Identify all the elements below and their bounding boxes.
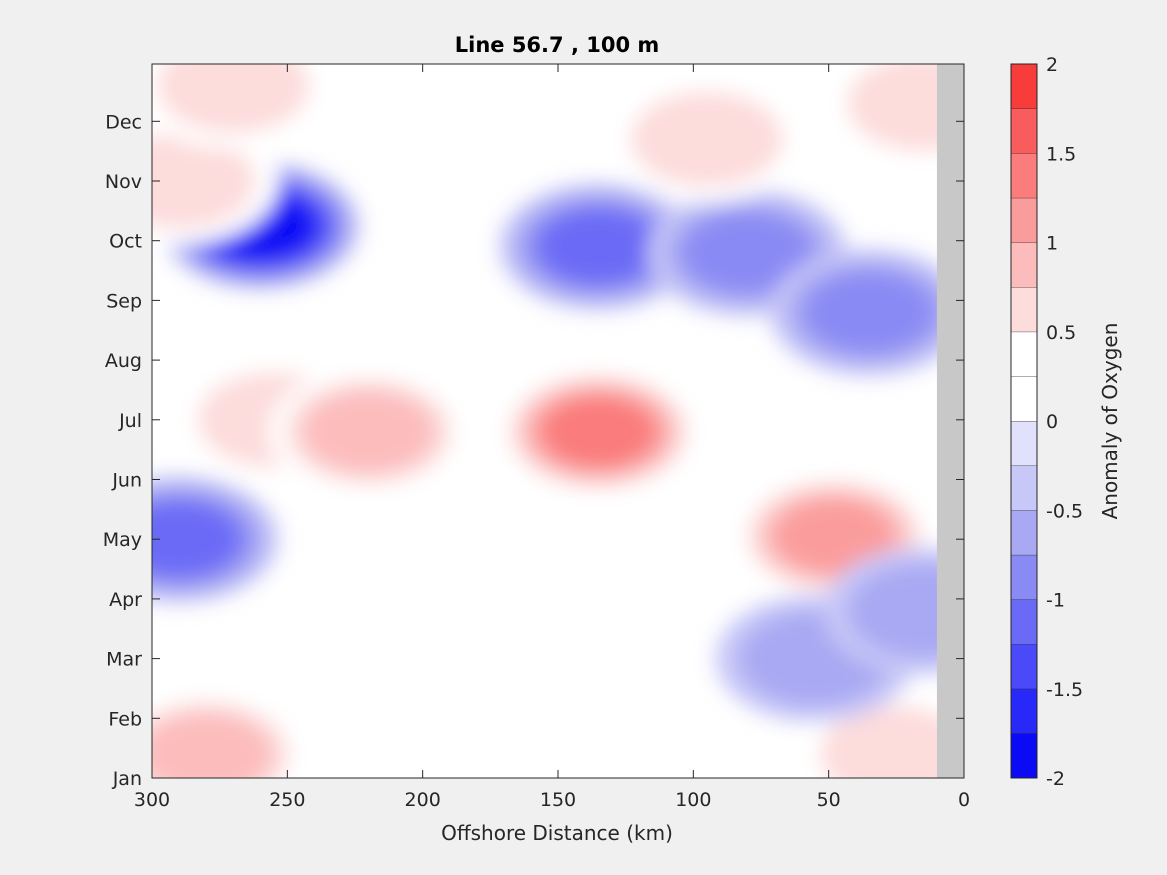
colorbar-swatch — [1011, 376, 1037, 421]
colorbar-tick-label: 2 — [1046, 54, 1058, 76]
colorbar-swatch — [1011, 331, 1037, 377]
colorbar-tick-label: 1.5 — [1046, 143, 1076, 165]
anomaly-level — [820, 706, 964, 778]
anomaly-level — [803, 271, 935, 354]
colorbar-swatch — [1011, 465, 1037, 511]
y-tick-label: Dec — [105, 111, 142, 133]
y-tick-label: Jan — [112, 768, 142, 790]
x-axis-label: Offshore Distance (km) — [441, 821, 673, 845]
colorbar-swatch — [1011, 197, 1037, 243]
anomaly-level — [847, 563, 964, 659]
y-tick-label: Nov — [105, 171, 142, 193]
y-tick-label: Sep — [106, 290, 142, 312]
y-tick-label: Feb — [108, 708, 142, 730]
anomaly-level — [295, 624, 496, 753]
anomaly-level — [152, 502, 239, 576]
colorbar-swatch — [1011, 242, 1037, 288]
anomaly-level — [847, 64, 964, 152]
anomaly-level — [152, 133, 256, 229]
colorbar-tick-label: 1 — [1046, 233, 1058, 255]
y-tick-label: Oct — [109, 231, 142, 253]
anomaly-level — [681, 211, 814, 294]
plot-area: 300 250 200 150 100 50 0 Jan Feb Mar Apr May Jun Jul… — [103, 63, 970, 811]
colorbar-swatches — [1011, 63, 1037, 778]
colorbar-frame — [1010, 63, 1038, 779]
colorbar-swatch — [1011, 108, 1037, 154]
colorbar-tick-label: -1 — [1046, 590, 1065, 612]
anomaly-level — [542, 397, 655, 466]
anomaly-core-6 — [152, 475, 280, 604]
colorbar-ticks: 2 1.5 1 0.5 0 -0.5 -1 -1.5 -2 — [1046, 54, 1083, 790]
colorbar-tick-label: 0.5 — [1046, 322, 1076, 344]
y-tick-label: May — [103, 529, 142, 551]
y-tick-label: Mar — [106, 649, 142, 671]
colorbar-tick-label: -0.5 — [1046, 500, 1083, 522]
colorbar-swatch — [1011, 688, 1037, 734]
x-tick-label: 50 — [817, 789, 841, 811]
anomaly-level — [302, 391, 435, 473]
anomaly-core-9 — [498, 367, 699, 496]
anomaly-core-12 — [295, 624, 496, 753]
anomaly-level — [774, 499, 894, 573]
colorbar: 2 1.5 1 0.5 0 -0.5 -1 -1.5 -2 Anomaly of Oxygen — [1010, 54, 1122, 790]
x-axis: 300 250 200 150 100 50 0 — [134, 64, 970, 811]
chart-title: Line 56.7 , 100 m — [455, 33, 660, 57]
anomaly-core-5 — [769, 248, 964, 377]
x-tick-label: 300 — [134, 789, 170, 811]
anomaly-level — [152, 713, 272, 778]
anomaly-field — [152, 64, 964, 778]
x-tick-label: 200 — [405, 789, 441, 811]
colorbar-swatch — [1011, 153, 1037, 198]
colorbar-swatch — [1011, 287, 1037, 332]
colorbar-swatch — [1011, 510, 1037, 555]
anomaly-core-13 — [606, 75, 807, 204]
y-tick-label: Aug — [105, 350, 142, 372]
anomaly-core-2 — [152, 64, 334, 150]
anomaly-core-1 — [152, 117, 280, 245]
colorbar-tick-label: 0 — [1046, 411, 1058, 433]
colorbar-swatch — [1011, 421, 1037, 466]
x-tick-label: 100 — [675, 789, 711, 811]
anomaly-core-11 — [152, 690, 307, 778]
colorbar-label: Anomaly of Oxygen — [1098, 323, 1122, 520]
anomaly-core-14 — [823, 64, 964, 168]
y-tick-label: Apr — [109, 589, 142, 611]
x-tick-label: 0 — [958, 789, 970, 811]
colorbar-swatch — [1011, 554, 1037, 600]
colorbar-swatch — [1011, 733, 1037, 778]
y-tick-label: Jun — [111, 470, 142, 492]
colorbar-swatch — [1011, 599, 1037, 645]
colorbar-swatch — [1011, 644, 1037, 689]
anomaly-level — [630, 91, 784, 188]
colorbar-tick-label: -2 — [1046, 768, 1065, 790]
y-tick-label: Jul — [118, 410, 142, 432]
colorbar-swatch — [1011, 64, 1037, 109]
anomaly-core-17 — [823, 546, 964, 675]
x-tick-label: 150 — [540, 789, 576, 811]
anomaly-level — [157, 64, 310, 134]
y-axis: Jan Feb Mar Apr May Jun Jul Aug Sep Oct Nov Dec — [103, 111, 964, 790]
land-mask — [936, 64, 964, 778]
colorbar-tick-label: -1.5 — [1046, 679, 1083, 701]
x-tick-label: 250 — [269, 789, 305, 811]
anomaly-core-8 — [268, 367, 469, 496]
anomaly-core-3 — [498, 182, 699, 311]
anomaly-level — [539, 210, 659, 284]
